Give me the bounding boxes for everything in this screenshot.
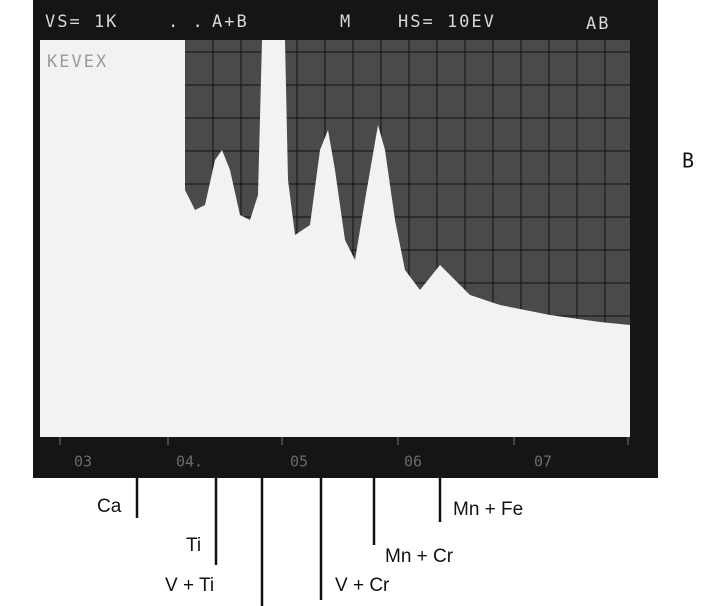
x-tick-label: 06 [404,453,422,471]
brand: KEVEX [47,52,108,72]
annotation: Mn + Fe [453,499,523,520]
header-text: . . [168,12,205,32]
spectrum [40,40,630,437]
header: VS= 1K . . A+B M HS= 10EV AB [45,12,610,34]
x-tick-label: 07 [534,453,552,471]
x-tick-label: 03 [74,453,92,471]
panel-label: B [682,149,694,173]
annotations: Ca Ti V + Ti V + Cr Mn + Cr Mn + Fe [97,478,523,606]
x-tick-label: 04. [176,453,203,471]
x-tick-label: 05 [290,453,308,471]
annotation: Ca [97,496,122,517]
header-text: M [340,12,352,32]
header-text: VS= 1K [45,12,118,32]
annotation: Ti [186,535,201,556]
header-text: AB [586,14,610,34]
annotation: Mn + Cr [385,546,454,567]
annotation: V + Ti [165,575,214,596]
annotation: V + Cr [335,575,390,596]
header-text: HS= 10EV [398,12,496,32]
x-axis: 03 04. 05 06 07 [59,437,629,471]
header-text: A+B [212,12,249,32]
